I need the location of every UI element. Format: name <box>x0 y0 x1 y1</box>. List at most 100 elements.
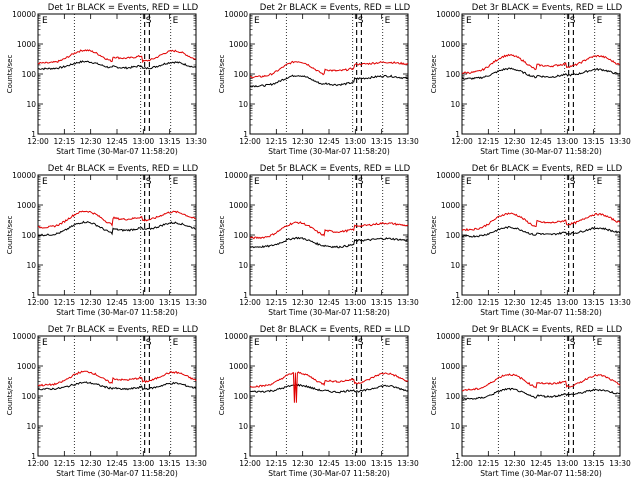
x-tick-label: 13:00 <box>133 459 155 468</box>
start-marker-label: S <box>146 177 152 187</box>
x-tick-label: 12:30 <box>292 137 314 146</box>
panel-det-3: Det 3r BLACK = Events, RED = LLD 1 10 100 10… <box>430 3 631 156</box>
start-marker-label: S <box>570 338 576 348</box>
x-axis-label: Start Time (30-Mar-07 11:58:20) <box>480 469 602 478</box>
end-marker-label: E <box>597 177 603 187</box>
y-tick-label: 1 <box>243 291 248 300</box>
x-tick-label: 13:30 <box>397 137 419 146</box>
left-edge-marker: E <box>254 338 260 348</box>
plot-frame <box>37 13 197 135</box>
y-tick-label: 1 <box>243 452 248 461</box>
panel-title: Det 8r BLACK = Events, RED = LLD <box>260 325 411 335</box>
series-events-line <box>250 383 409 394</box>
y-tick-label: 10 <box>450 100 460 109</box>
y-tick-label: 10000 <box>436 332 460 341</box>
end-marker-label: E <box>385 177 391 187</box>
plot-frame <box>249 13 409 135</box>
x-tick-label: 12:30 <box>504 137 526 146</box>
panel-det-4: Det 4r BLACK = Events, RED = LLD 1 10 100 10… <box>6 164 207 317</box>
panel-det-8: Det 8r BLACK = Events, RED = LLD 1 10 100 10… <box>218 325 419 478</box>
series-lld-line <box>249 371 409 403</box>
left-edge-marker: E <box>466 177 472 187</box>
y-tick-label: 10000 <box>436 171 460 180</box>
plot-frame <box>249 335 409 457</box>
series-lld-line <box>37 210 197 229</box>
y-tick-label: 10000 <box>224 10 248 19</box>
x-tick-label: 12:45 <box>106 137 128 146</box>
x-tick-label: 13:15 <box>583 137 605 146</box>
x-tick-label: 12:30 <box>504 298 526 307</box>
y-tick-label: 10000 <box>12 332 36 341</box>
y-tick-label: 10 <box>26 100 36 109</box>
y-tick-label: 1 <box>31 130 36 139</box>
x-tick-label: 12:00 <box>451 298 473 307</box>
series-events-line <box>249 236 409 249</box>
x-tick-label: 12:15 <box>478 459 500 468</box>
start-marker-label: S <box>358 177 364 187</box>
x-tick-label: 13:00 <box>345 137 367 146</box>
y-tick-label: 1 <box>455 452 460 461</box>
x-tick-label: 12:30 <box>292 459 314 468</box>
panel-title: Det 4r BLACK = Events, RED = LLD <box>48 164 199 174</box>
end-marker-label: E <box>173 177 179 187</box>
start-marker-label: S <box>570 16 576 26</box>
y-axis-label: Counts/sec <box>430 377 438 416</box>
y-axis-label: Counts/sec <box>430 55 438 94</box>
y-tick-label: 10000 <box>224 332 248 341</box>
left-edge-marker: E <box>466 338 472 348</box>
y-tick-label: 10 <box>238 261 248 270</box>
y-tick-label: 1 <box>455 291 460 300</box>
series-events-line <box>461 67 621 81</box>
y-axis-label: Counts/sec <box>218 55 226 94</box>
series-lld-line <box>37 49 197 65</box>
left-edge-marker: E <box>254 177 260 187</box>
x-tick-label: 13:30 <box>609 459 631 468</box>
y-tick-label: 1000 <box>17 201 36 210</box>
y-tick-label: 100 <box>446 231 461 240</box>
series-events-line <box>461 225 621 238</box>
x-axis-label: Start Time (30-Mar-07 11:58:20) <box>56 147 178 156</box>
series-lld-line <box>249 60 408 79</box>
x-tick-label: 12:45 <box>530 298 552 307</box>
x-tick-label: 13:15 <box>371 459 393 468</box>
y-tick-label: 100 <box>234 231 249 240</box>
x-axis-label: Start Time (30-Mar-07 11:58:20) <box>268 469 390 478</box>
x-tick-label: 12:45 <box>106 459 128 468</box>
y-tick-label: 1000 <box>17 362 36 371</box>
series-lld-line <box>462 53 621 75</box>
x-tick-label: 12:00 <box>239 137 261 146</box>
y-tick-label: 100 <box>446 392 461 401</box>
y-tick-label: 100 <box>234 392 249 401</box>
panel-title: Det 2r BLACK = Events, RED = LLD <box>260 3 411 13</box>
x-tick-label: 13:30 <box>185 459 207 468</box>
end-marker-label: E <box>597 16 603 26</box>
x-axis-label: Start Time (30-Mar-07 11:58:20) <box>480 147 602 156</box>
x-tick-label: 12:45 <box>530 459 552 468</box>
end-marker-label: E <box>597 338 603 348</box>
x-tick-label: 12:30 <box>504 459 526 468</box>
y-tick-label: 1000 <box>17 40 36 49</box>
left-edge-marker: E <box>254 16 260 26</box>
start-marker-label: S <box>146 16 152 26</box>
x-tick-label: 12:00 <box>239 459 261 468</box>
x-axis-label: Start Time (30-Mar-07 11:58:20) <box>56 308 178 317</box>
y-tick-label: 100 <box>22 392 37 401</box>
panel-title: Det 6r BLACK = Events, RED = LLD <box>472 164 623 174</box>
plot-frame <box>37 174 197 296</box>
plot-frame <box>37 335 197 457</box>
panel-title: Det 5r BLACK = Events, RED = LLD <box>260 164 411 174</box>
x-tick-label: 13:00 <box>133 298 155 307</box>
x-tick-label: 12:45 <box>318 137 340 146</box>
x-tick-label: 13:30 <box>609 298 631 307</box>
y-tick-label: 1000 <box>229 201 248 210</box>
x-tick-label: 12:00 <box>451 137 473 146</box>
start-marker-label: S <box>146 338 152 348</box>
x-tick-label: 12:15 <box>266 137 288 146</box>
y-tick-label: 10 <box>238 100 248 109</box>
x-tick-label: 13:15 <box>371 137 393 146</box>
y-axis-label: Counts/sec <box>218 216 226 255</box>
y-tick-label: 100 <box>22 231 37 240</box>
x-tick-label: 12:15 <box>54 298 76 307</box>
x-tick-label: 12:30 <box>292 298 314 307</box>
x-tick-label: 12:15 <box>478 137 500 146</box>
